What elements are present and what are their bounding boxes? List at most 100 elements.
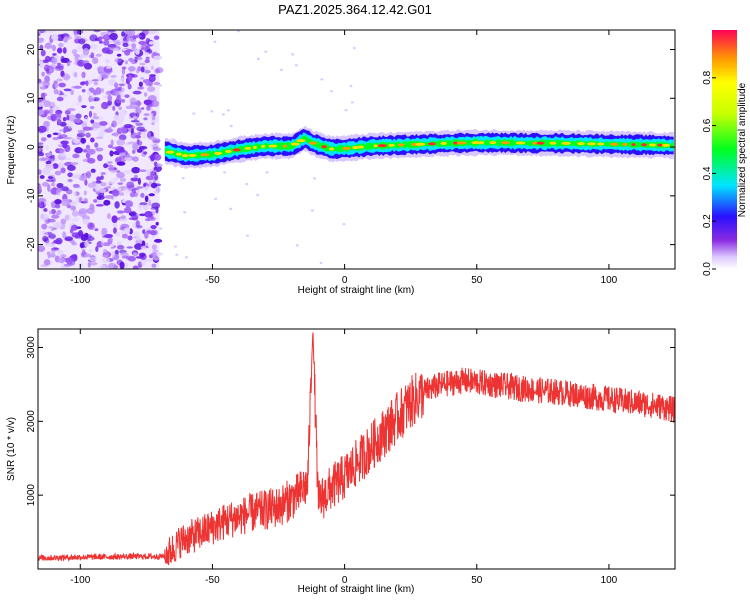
noise-blob: [155, 221, 159, 226]
noise-blob: [265, 171, 269, 174]
noise-blob: [155, 187, 161, 193]
noise-blob: [310, 209, 314, 212]
noise-blob: [106, 65, 112, 69]
noise-blob: [89, 248, 93, 253]
noise-blob: [94, 185, 101, 192]
noise-blob: [94, 142, 99, 148]
noise-blob: [93, 112, 97, 117]
noise-blob: [330, 90, 334, 93]
noise-blob: [56, 222, 63, 228]
noise-blob: [64, 109, 71, 115]
noise-blob: [145, 56, 150, 60]
noise-blob: [344, 109, 348, 112]
noise-blob: [120, 87, 125, 92]
noise-blob: [43, 111, 48, 117]
noise-blob: [84, 116, 89, 124]
noise-blob: [105, 59, 110, 64]
noise-blob: [53, 239, 62, 244]
noise-blob: [127, 83, 132, 90]
colorbar-tick-label: 0.2: [702, 214, 713, 228]
snr-xtick-label: -50: [205, 575, 220, 586]
noise-blob: [49, 233, 57, 240]
noise-blob: [143, 183, 147, 187]
noise-blob: [46, 156, 55, 162]
noise-blob: [88, 110, 93, 118]
noise-blob: [83, 253, 92, 258]
noise-blob: [67, 172, 73, 178]
noise-blob: [122, 42, 129, 48]
noise-blob: [120, 152, 126, 157]
noise-blob: [152, 147, 162, 152]
noise-blob: [148, 74, 156, 83]
noise-blob: [112, 105, 116, 111]
noise-blob: [142, 131, 147, 140]
noise-blob: [154, 68, 160, 74]
noise-blob: [70, 162, 79, 165]
noise-blob: [95, 87, 102, 95]
noise-blob: [90, 52, 95, 59]
noise-blob: [60, 167, 66, 174]
noise-blob: [140, 107, 145, 110]
noise-blob: [66, 114, 70, 121]
noise-blob: [143, 99, 152, 106]
noise-blob: [135, 122, 144, 126]
ridge-peak: [597, 142, 605, 146]
noise-blob: [110, 74, 117, 78]
noise-blob: [138, 141, 143, 144]
ridge-peak: [357, 145, 365, 149]
ridge-peak: [440, 141, 448, 145]
noise-blob: [40, 49, 46, 57]
noise-blob: [145, 80, 154, 87]
noise-blob: [117, 182, 124, 186]
noise-blob: [147, 131, 151, 137]
ridge-peak: [648, 143, 657, 147]
noise-blob: [74, 54, 82, 62]
noise-blob: [135, 189, 140, 194]
noise-blob: [85, 132, 91, 138]
noise-blob: [107, 94, 113, 102]
noise-blob: [147, 86, 156, 92]
noise-blob: [127, 74, 133, 82]
noise-blob: [48, 210, 53, 215]
snr-frame: [37, 328, 676, 570]
noise-blob: [115, 91, 121, 96]
noise-blob: [73, 53, 80, 57]
snr-x-ticks: -100 -50 0 50 100: [70, 329, 618, 586]
noise-blob: [92, 57, 99, 64]
noise-blob: [124, 157, 132, 161]
snr-xtick-label: 0: [342, 575, 348, 586]
noise-blob: [82, 126, 92, 131]
noise-blob: [126, 35, 131, 42]
noise-blob: [119, 177, 127, 182]
noise-blob: [38, 184, 42, 192]
colorbar-tick-label: 0.6: [702, 118, 713, 132]
noise-blob: [70, 89, 74, 96]
noise-blob: [95, 180, 102, 184]
noise-blob: [60, 254, 67, 258]
spectrogram-y-label: Frequency (Hz): [6, 116, 17, 185]
noise-blob: [56, 78, 63, 82]
noise-blob: [124, 60, 129, 65]
noise-blob: [136, 148, 143, 153]
snr-panel: -100 -50 0 50 100 1000 2000 3000 Height of str…: [6, 328, 676, 595]
noise-blob: [56, 34, 65, 42]
noise-blob: [96, 195, 105, 200]
noise-blob: [43, 208, 48, 212]
noise-blob: [153, 161, 158, 167]
noise-blob: [80, 137, 87, 144]
noise-blob: [111, 251, 115, 258]
noise-blob: [100, 238, 104, 247]
noise-blob: [144, 211, 153, 218]
noise-blob: [85, 236, 95, 242]
noise-blob: [137, 106, 141, 114]
noise-blob: [144, 69, 151, 74]
noise-blob: [132, 90, 142, 95]
noise-blob: [120, 77, 125, 82]
noise-blob: [223, 171, 227, 174]
noise-blob: [65, 157, 72, 161]
ridge-peak: [453, 141, 459, 145]
noise-blob: [72, 183, 80, 188]
noise-blob: [280, 68, 284, 71]
noise-blob: [138, 145, 148, 150]
noise-blob: [82, 60, 90, 64]
